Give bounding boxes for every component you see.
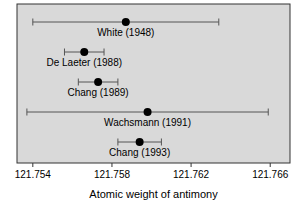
- tick: [270, 163, 271, 167]
- category-label: Wachsmann (1991): [104, 117, 191, 128]
- tick-label: 121.762: [173, 169, 210, 180]
- point: [136, 138, 144, 146]
- category-label: Chang (1993): [109, 147, 170, 158]
- error-bar: [78, 79, 118, 86]
- point: [144, 108, 152, 116]
- category-label: De Laeter (1988): [46, 57, 122, 68]
- error-bar: [118, 139, 162, 146]
- tick-label: 121.754: [15, 169, 52, 180]
- error-bar: [27, 109, 268, 116]
- point: [94, 78, 102, 86]
- chart: White (1948) De Laeter (1988) Chang (1989)…: [0, 0, 300, 204]
- marks: [27, 18, 268, 146]
- x-axis-label: Atomic weight of antimony: [89, 188, 218, 200]
- error-bar: [33, 19, 219, 26]
- tick: [191, 163, 192, 167]
- error-bar: [64, 49, 104, 56]
- tick-label: 121.758: [94, 169, 131, 180]
- category-label: Chang (1989): [68, 87, 129, 98]
- point: [122, 18, 130, 26]
- point: [80, 48, 88, 56]
- tick-label: 121.766: [252, 169, 289, 180]
- category-label: White (1948): [97, 27, 154, 38]
- plot-area: [17, 4, 290, 163]
- tick: [111, 163, 112, 167]
- tick: [32, 163, 33, 167]
